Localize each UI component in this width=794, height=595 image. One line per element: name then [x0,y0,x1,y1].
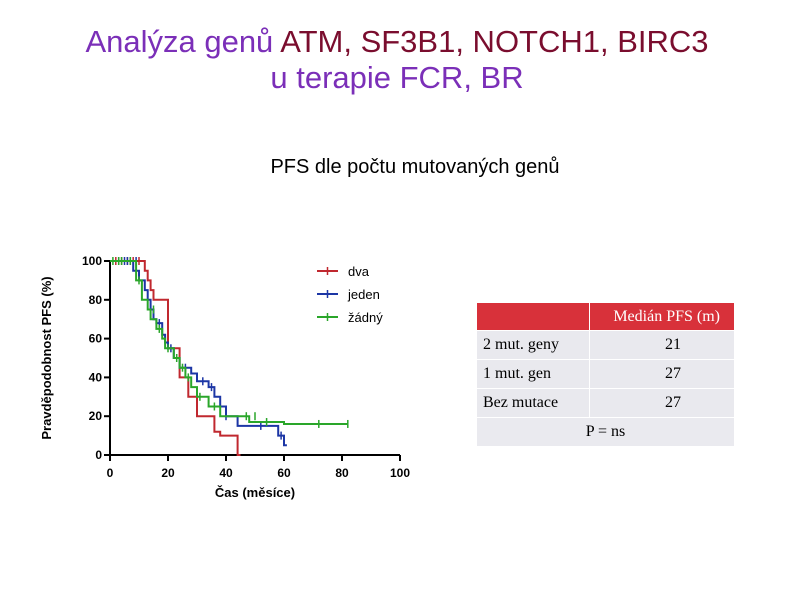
x-tick-label: 0 [107,466,114,480]
p-value: P = ns [477,418,734,446]
chart-subtitle: PFS dle počtu mutovaných genů [270,156,560,178]
y-tick-label: 40 [89,370,103,384]
table-row-label: Bez mutace [477,389,589,417]
table-row-label: 2 mut. geny [477,331,589,359]
table-header-median: Medián PFS (m) [590,303,734,330]
table-row-value: 27 [590,389,734,417]
title-line-1-genes: ATM, SF3B1, NOTCH1, BIRC3 [280,24,709,59]
x-tick-label: 80 [335,466,349,480]
y-tick-label: 100 [82,254,102,268]
legend-label: dva [348,264,370,279]
y-tick-label: 60 [89,332,103,346]
legend-label: jeden [347,287,380,302]
x-tick-label: 40 [219,466,233,480]
y-tick-label: 80 [89,293,103,307]
table-row: 1 mut. gen 27 [477,360,734,388]
y-tick-label: 0 [95,448,102,462]
legend-label: žádný [348,310,383,325]
kaplan-meier-chart: 0 20 40 60 80 100 0 20 40 60 80 100 Čas (měsíce) Prav… [39,254,410,500]
title-line-1: Analýza genů ATM, SF3B1, NOTCH1, BIRC3 [0,24,794,60]
slide-title: Analýza genů ATM, SF3B1, NOTCH1, BIRC3 u… [0,24,794,96]
table-row-label: 1 mut. gen [477,360,589,388]
x-axis-label: Čas (měsíce) [215,485,295,500]
title-line-1-prefix: Analýza genů [85,24,281,59]
x-tick-label: 20 [161,466,175,480]
y-axis-label: Pravděpodobnost PFS (%) [39,276,54,439]
table-row-value: 21 [590,331,734,359]
y-tick-label: 20 [89,409,103,423]
series-line-2 [110,260,287,447]
title-line-2: u terapie FCR, BR [270,60,524,95]
table-row: 2 mut. geny 21 [477,331,734,359]
table-header-row: Medián PFS (m) [477,303,734,330]
x-tick-label: 100 [390,466,410,480]
x-tick-label: 60 [277,466,291,480]
table-row-value: 27 [590,360,734,388]
table-header-empty [477,303,589,330]
median-pfs-table: Medián PFS (m) 2 mut. geny 21 1 mut. gen… [477,303,734,446]
table-row: Bez mutace 27 [477,389,734,417]
